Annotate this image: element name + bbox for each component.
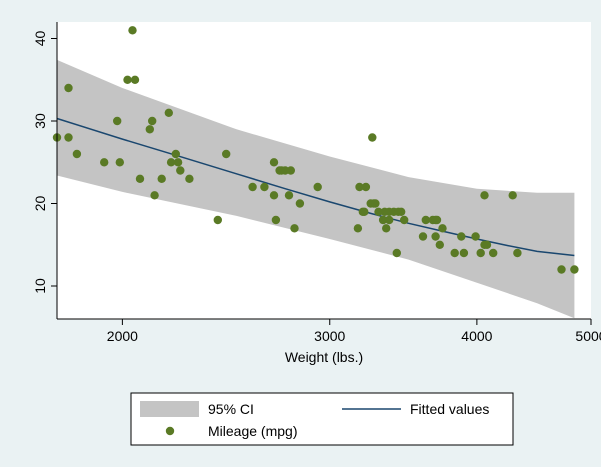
data-point: [435, 240, 444, 249]
data-point: [355, 182, 364, 192]
data-point: [150, 191, 159, 200]
data-point: [222, 149, 231, 159]
data-point: [64, 83, 73, 93]
data-point: [185, 174, 194, 183]
data-point: [360, 207, 369, 216]
data-point: [471, 232, 480, 241]
x-tick-label: 5000: [575, 328, 601, 344]
data-point: [166, 158, 176, 167]
legend-fit-label: Fitted values: [410, 401, 489, 417]
data-point: [148, 116, 157, 126]
data-point: [480, 191, 489, 200]
data-point: [361, 182, 371, 192]
legend-points-swatch: [165, 426, 175, 436]
data-point: [64, 133, 73, 142]
data-point: [260, 182, 269, 192]
data-point: [128, 26, 137, 35]
legend-ci-label: 95% CI: [208, 401, 254, 417]
data-point: [173, 158, 183, 167]
data-point: [284, 191, 294, 200]
data-point: [135, 174, 145, 183]
data-point: [115, 158, 125, 167]
data-point: [271, 215, 281, 225]
data-point: [508, 191, 517, 200]
data-point: [421, 215, 430, 225]
data-point: [113, 116, 122, 126]
data-point: [100, 158, 109, 167]
data-point: [72, 149, 82, 159]
data-point: [248, 182, 257, 192]
x-tick-label: 3000: [314, 328, 345, 344]
data-point: [353, 224, 363, 233]
data-point: [269, 158, 279, 167]
fitted-line-layer: [56, 117, 575, 257]
data-point: [313, 182, 322, 192]
y-tick-label: 40: [32, 31, 48, 47]
data-point: [570, 265, 579, 274]
fitted-line: [56, 117, 575, 257]
data-point: [286, 166, 295, 175]
data-point: [123, 75, 132, 85]
data-point: [459, 248, 469, 258]
data-point: [438, 224, 447, 233]
data-point: [489, 248, 498, 258]
data-point: [392, 248, 401, 258]
data-point: [145, 125, 154, 134]
data-point: [431, 232, 440, 241]
data-point: [457, 232, 466, 241]
data-point: [171, 149, 180, 159]
data-point: [176, 166, 185, 175]
data-point: [368, 133, 377, 142]
x-axis-title: Weight (lbs.): [285, 349, 363, 365]
data-point: [290, 224, 299, 233]
data-point: [397, 207, 406, 216]
data-point: [385, 215, 394, 225]
y-tick-label: 10: [32, 278, 48, 294]
y-tick-label: 20: [32, 196, 48, 212]
data-point: [476, 248, 485, 258]
data-point: [374, 207, 383, 216]
data-point: [557, 265, 566, 274]
data-point: [400, 215, 409, 225]
data-point: [382, 224, 391, 233]
axes-layer: 10 20 30 40 2000 3000 4000 5000: [32, 22, 601, 344]
legend: 95% CI Fitted values Mileage (mpg): [130, 392, 514, 446]
legend-points-label: Mileage (mpg): [208, 423, 297, 439]
data-point: [482, 240, 492, 249]
data-point: [269, 191, 279, 200]
data-point: [157, 174, 166, 183]
data-point: [164, 108, 173, 118]
x-tick-label: 2000: [107, 328, 138, 344]
scatter-points-layer: [52, 26, 579, 274]
data-point: [432, 215, 442, 225]
data-point: [130, 75, 140, 85]
x-tick-label: 4000: [461, 328, 492, 344]
data-point: [513, 248, 522, 258]
data-point: [213, 215, 222, 225]
data-point: [295, 199, 305, 208]
legend-ci-swatch: [140, 401, 199, 417]
data-point: [450, 248, 459, 258]
data-point: [371, 199, 380, 208]
data-point: [378, 215, 388, 225]
data-point: [418, 232, 428, 241]
y-tick-label: 30: [32, 113, 48, 129]
